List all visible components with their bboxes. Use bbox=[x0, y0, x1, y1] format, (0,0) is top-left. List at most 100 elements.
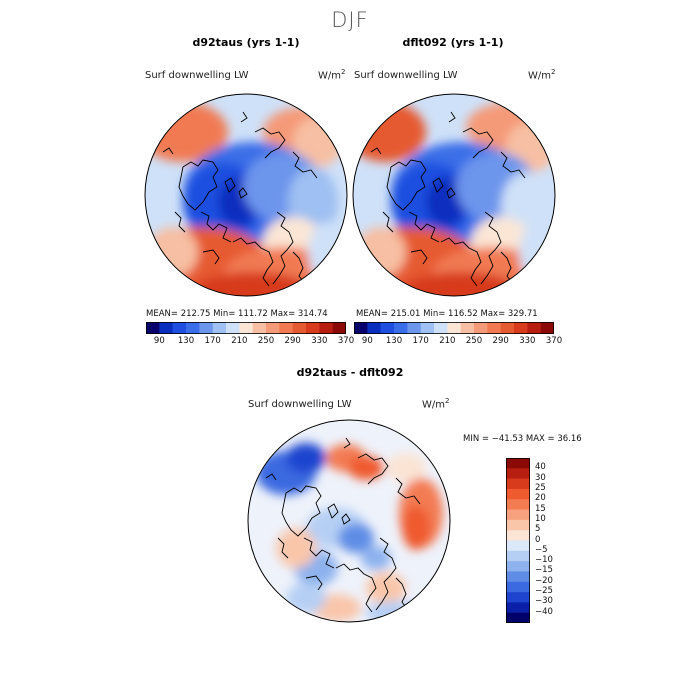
colorbar-swatch bbox=[487, 322, 501, 334]
colorbar-tick-label: 370 bbox=[337, 336, 355, 346]
colorbar-tick-label: 40 bbox=[535, 462, 546, 473]
field-contour bbox=[338, 523, 374, 553]
colorbar-tick-label: 130 bbox=[177, 336, 195, 346]
map-boundary bbox=[352, 93, 556, 297]
colorbar-swatch bbox=[292, 322, 307, 334]
stats-text-1: MEAN= 212.75 Min= 111.72 Max= 314.74 bbox=[146, 309, 328, 319]
stats-text-2: MEAN= 215.01 Min= 116.52 Max= 329.71 bbox=[356, 309, 538, 319]
colorbar-tick-label: −5 bbox=[535, 544, 548, 555]
panel-title-3: d92taus - dflt092 bbox=[296, 366, 404, 379]
colorbar-tick-label: 25 bbox=[535, 482, 546, 493]
colorbar-swatch bbox=[506, 581, 530, 593]
colorbar-swatch bbox=[460, 322, 475, 334]
field-contour bbox=[366, 601, 426, 622]
colorbar-swatch bbox=[146, 322, 160, 334]
colorbar-tick-label: 90 bbox=[153, 336, 165, 346]
polar-map-2 bbox=[352, 93, 556, 297]
field-contour bbox=[348, 456, 384, 480]
colorbar-swatch bbox=[367, 322, 381, 334]
field-contour bbox=[276, 528, 316, 568]
field-contour bbox=[148, 227, 198, 277]
colorbar-diff bbox=[506, 458, 530, 623]
coastline bbox=[162, 111, 318, 287]
colorbar-ticks-1: 90 130 170 210 250 290 330 370 bbox=[146, 336, 354, 348]
colorbar-swatch bbox=[474, 322, 488, 334]
units-label-1: W/m2 bbox=[318, 68, 346, 82]
colorbar-tick-label: 290 bbox=[284, 336, 301, 346]
panel-title-2: dflt092 (yrs 1-1) bbox=[402, 36, 504, 49]
colorbar-diff-ticks: 40 30 25 20 15 10 5 0 −5 −10 −15 −20 −25 −30 −40 bbox=[535, 458, 575, 623]
colorbar-swatch bbox=[434, 322, 448, 334]
colorbar-2 bbox=[354, 322, 554, 334]
polar-map-diff bbox=[247, 419, 451, 623]
colorbar-swatch bbox=[306, 322, 320, 334]
colorbar-swatch bbox=[506, 612, 530, 623]
colorbar-swatch bbox=[514, 322, 528, 334]
colorbar-tick-label: 20 bbox=[535, 493, 546, 504]
colorbar-swatch bbox=[506, 540, 530, 552]
colorbar-swatch bbox=[159, 322, 173, 334]
variable-label-3: Surf downwelling LW bbox=[248, 399, 352, 410]
colorbar-swatch bbox=[199, 322, 213, 334]
colorbar-tick-label: −25 bbox=[535, 586, 553, 597]
colorbar-swatch bbox=[506, 561, 530, 572]
colorbar-swatch bbox=[506, 519, 530, 531]
colorbar-1 bbox=[146, 322, 346, 334]
units-label-2: W/m2 bbox=[528, 68, 556, 82]
colorbar-swatch bbox=[506, 530, 530, 541]
colorbar-swatch bbox=[506, 488, 530, 500]
colorbar-tick-label: 130 bbox=[385, 336, 403, 346]
colorbar-swatch bbox=[226, 322, 240, 334]
colorbar-swatch bbox=[506, 478, 530, 490]
colorbar-tick-label: −20 bbox=[535, 575, 553, 586]
colorbar-tick-label: 170 bbox=[412, 336, 429, 346]
colorbar-tick-label: 290 bbox=[492, 336, 509, 346]
colorbar-tick-label: −40 bbox=[535, 606, 553, 617]
map-boundary bbox=[247, 419, 451, 623]
stats-text-3: MIN = −41.53 MAX = 36.16 bbox=[463, 434, 582, 444]
colorbar-swatch bbox=[332, 322, 346, 334]
colorbar-swatch bbox=[279, 322, 293, 334]
colorbar-swatch bbox=[212, 322, 227, 334]
colorbar-tick-label: −10 bbox=[535, 555, 553, 566]
colorbar-swatch bbox=[380, 322, 395, 334]
colorbar-swatch bbox=[239, 322, 253, 334]
colorbar-tick-label: 10 bbox=[535, 513, 546, 524]
colorbar-tick-label: 330 bbox=[311, 336, 328, 346]
colorbar-swatch bbox=[506, 550, 530, 562]
colorbar-tick-label: −15 bbox=[535, 565, 553, 576]
colorbar-swatch bbox=[500, 322, 515, 334]
colorbar-swatch bbox=[447, 322, 461, 334]
colorbar-tick-label: 250 bbox=[465, 336, 483, 346]
colorbar-swatch bbox=[506, 458, 530, 469]
map-boundary bbox=[144, 93, 348, 297]
field-contour bbox=[286, 583, 326, 613]
colorbar-swatch bbox=[266, 322, 280, 334]
panel-title-1: d92taus (yrs 1-1) bbox=[192, 36, 300, 49]
colorbar-tick-label: 210 bbox=[439, 336, 456, 346]
polar-map-1 bbox=[144, 93, 348, 297]
colorbar-swatch bbox=[506, 509, 530, 521]
colorbar-tick-label: 370 bbox=[545, 336, 563, 346]
page-title: DJF bbox=[331, 8, 369, 32]
colorbar-swatch bbox=[540, 322, 554, 334]
field-contour bbox=[386, 453, 426, 483]
colorbar-tick-label: 0 bbox=[535, 534, 541, 545]
field-contour bbox=[308, 222, 347, 282]
variable-label-1: Surf downwelling LW bbox=[145, 70, 249, 81]
colorbar-swatch bbox=[506, 571, 530, 583]
field-contour bbox=[361, 546, 391, 570]
colorbar-swatch bbox=[354, 322, 368, 334]
colorbar-swatch bbox=[420, 322, 435, 334]
colorbar-swatch bbox=[252, 322, 267, 334]
colorbar-swatch bbox=[172, 322, 187, 334]
colorbar-tick-label: 15 bbox=[535, 503, 546, 514]
field-contour bbox=[356, 227, 406, 277]
colorbar-tick-label: 330 bbox=[519, 336, 536, 346]
colorbar-swatch bbox=[186, 322, 200, 334]
colorbar-swatch bbox=[506, 602, 530, 613]
colorbar-tick-label: 170 bbox=[204, 336, 221, 346]
colorbar-tick-label: 5 bbox=[535, 524, 541, 535]
colorbar-ticks-2: 90 130 170 210 250 290 330 370 bbox=[354, 336, 562, 348]
colorbar-tick-label: 90 bbox=[361, 336, 373, 346]
